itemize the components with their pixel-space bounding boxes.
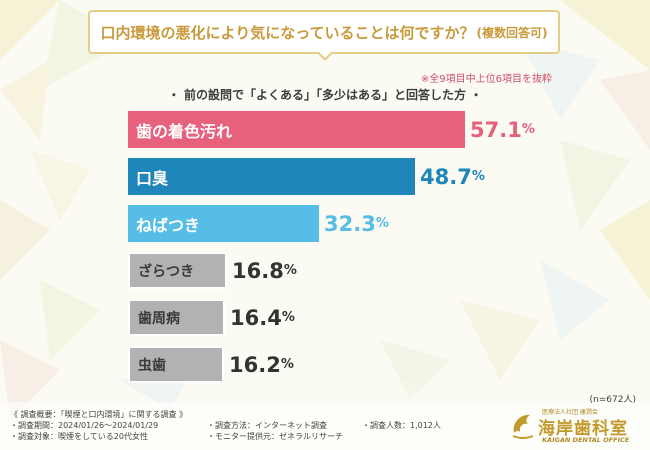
bar-category-label: 歯の着色汚れ [136,121,233,141]
bar: 歯の着色汚れ [128,111,465,148]
chart-subtitle: ・ 前の設問で「よくある」「多少はある」と回答した方 ・ [167,88,483,102]
bar-value-label: 16.2% [229,346,294,383]
survey-target: ・調査対象：喫煙をしている20代女性 [10,432,148,441]
survey-count: ・調査人数：1,012人 [362,421,441,430]
value-number: 32.3 [324,211,376,236]
bar-value-label: 48.7% [420,158,485,195]
survey-provider: ・モニター提供元：ゼネラルリサーチ [207,432,343,441]
bar: ねばつき [128,205,319,242]
bar-category-label: 口臭 [136,168,169,188]
bar-category-label: 歯周病 [138,310,180,327]
bar-value-label: 16.8% [232,252,297,289]
bar-value-label: 32.3% [324,205,389,242]
value-number: 48.7 [420,164,472,189]
logo-org: 医療法人社団 康潤会 [542,409,598,416]
logo-english: KAIGAN DENTAL OFFICE [542,436,630,444]
dolphin-icon [512,414,534,439]
selection-note: ※全9項目中上位6項目を抜粋 [420,74,552,85]
value-number: 16.4 [230,305,282,330]
survey-method: ・調査方法：インターネット調査 [207,421,327,430]
title-sub: (複数回答可) [476,25,548,40]
bar: 虫歯 [128,346,224,383]
title-pointer-inner [318,51,332,58]
bar: 歯周病 [128,299,225,336]
bar: ざらつき [128,252,227,289]
sample-size-label: (n=672人) [589,395,636,405]
logo-name: 海岸歯科室 [538,419,628,439]
bar-category-label: ざらつき [138,263,194,280]
value-number: 57.1 [470,117,522,142]
value-unit: % [281,310,295,325]
value-unit: % [375,216,389,231]
chart-title: 口内環境の悪化により気になっていることは何ですか？ (複数回答可) [88,10,560,54]
title-main: 口内環境の悪化により気になっていることは何ですか？ [100,23,475,42]
survey-period: ・調査期間：2024/01/26～2024/01/29 [10,421,159,430]
value-number: 16.8 [232,258,284,283]
clinic-logo: 医療法人社団 康潤会 海岸歯科室 KAIGAN DENTAL OFFICE [510,407,642,447]
value-unit: % [521,122,535,137]
bar-value-label: 16.4% [230,299,295,336]
bar-category-label: ねばつき [136,215,201,235]
survey-overview: 《 調査概要：「喫煙と口内環境」に関する調査 》 [10,410,188,419]
value-number: 16.2 [229,352,281,377]
value-unit: % [283,263,297,278]
value-unit: % [471,169,485,184]
bar-category-label: 虫歯 [138,357,166,374]
value-unit: % [280,357,294,372]
bar-value-label: 57.1% [470,111,535,148]
bar: 口臭 [128,158,415,195]
